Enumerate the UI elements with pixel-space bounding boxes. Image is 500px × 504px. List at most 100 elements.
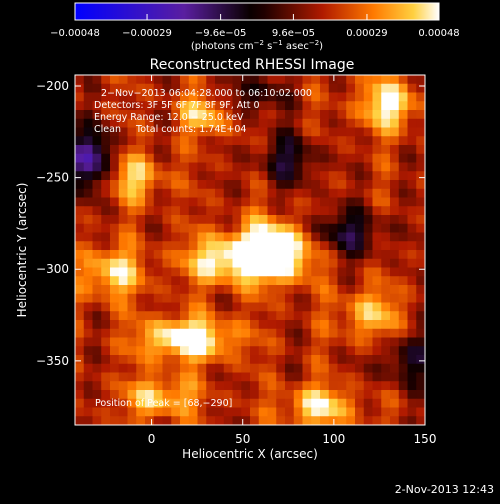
y-tick-label: −350 — [36, 354, 69, 368]
heatmap-cell — [416, 101, 426, 111]
heatmap-cell — [258, 311, 268, 321]
heatmap-cell — [267, 101, 277, 111]
heatmap-cell — [407, 355, 417, 365]
heatmap-cell — [197, 320, 207, 330]
heatmap-cell — [171, 320, 181, 330]
heatmap-cell — [83, 285, 93, 295]
heatmap-cell — [372, 302, 382, 312]
heatmap-cell — [171, 153, 181, 163]
heatmap-cell — [232, 232, 242, 242]
heatmap-cell — [293, 285, 303, 295]
heatmap-cell — [232, 372, 242, 382]
heatmap-cell — [145, 381, 155, 391]
heatmap-cell — [162, 153, 172, 163]
heatmap-cell — [302, 153, 312, 163]
heatmap-cell — [320, 232, 330, 242]
heatmap-cell — [241, 75, 251, 85]
heatmap-cell — [232, 346, 242, 356]
heatmap-cell — [407, 328, 417, 338]
heatmap-cell — [197, 188, 207, 198]
heatmap-cell — [363, 355, 373, 365]
heatmap-cell — [250, 267, 260, 277]
heatmap-cell — [328, 171, 338, 181]
heatmap-cell — [215, 188, 225, 198]
heatmap-cell — [276, 372, 286, 382]
heatmap-cell — [320, 127, 330, 137]
heatmap-cell — [171, 267, 181, 277]
heatmap-cell — [311, 241, 321, 251]
heatmap-cell — [83, 381, 93, 391]
heatmap-cell — [337, 136, 347, 146]
heatmap-cell — [223, 276, 233, 286]
heatmap-cell — [416, 416, 426, 426]
heatmap-cell — [75, 206, 85, 216]
heatmap-cell — [346, 328, 356, 338]
heatmap-cell — [206, 407, 216, 417]
heatmap-cell — [136, 180, 146, 190]
heatmap-cell — [267, 118, 277, 128]
heatmap-cell — [118, 250, 128, 260]
heatmap-cell — [276, 92, 286, 102]
heatmap-cell — [75, 302, 85, 312]
heatmap-cell — [110, 110, 120, 120]
heatmap-cell — [75, 267, 85, 277]
heatmap-cell — [75, 197, 85, 207]
heatmap-cell — [83, 92, 93, 102]
heatmap-cell — [337, 416, 347, 426]
heatmap-cell — [162, 92, 172, 102]
heatmap-cell — [215, 285, 225, 295]
heatmap-cell — [92, 206, 102, 216]
heatmap-cell — [407, 232, 417, 242]
heatmap-cell — [398, 92, 408, 102]
heatmap-cell — [223, 355, 233, 365]
heatmap-cell — [171, 180, 181, 190]
heatmap-cell — [232, 153, 242, 163]
heatmap-cell — [311, 127, 321, 137]
heatmap-cell — [127, 215, 137, 225]
heatmap-cell — [162, 232, 172, 242]
heatmap-cell — [285, 398, 295, 408]
heatmap-cell — [145, 92, 155, 102]
heatmap-cell — [180, 293, 190, 303]
heatmap-cell — [180, 232, 190, 242]
heatmap-cell — [162, 293, 172, 303]
heatmap-cell — [328, 390, 338, 400]
heatmap-cell — [381, 188, 391, 198]
heatmap-cell — [276, 285, 286, 295]
heatmap-cell — [83, 206, 93, 216]
heatmap-cell — [398, 390, 408, 400]
heatmap-cell — [250, 75, 260, 85]
heatmap-cell — [328, 101, 338, 111]
heatmap-cell — [241, 250, 251, 260]
heatmap-cell — [118, 162, 128, 172]
heatmap-cell — [337, 118, 347, 128]
heatmap-cell — [162, 110, 172, 120]
heatmap-cell — [127, 398, 137, 408]
heatmap-cell — [188, 127, 198, 137]
heatmap-cell — [232, 92, 242, 102]
heatmap-cell — [136, 241, 146, 251]
heatmap-cell — [206, 250, 216, 260]
heatmap-cell — [258, 346, 268, 356]
heatmap-cell — [188, 206, 198, 216]
heatmap-cell — [197, 302, 207, 312]
heatmap-cell — [267, 363, 277, 373]
heatmap-cell — [258, 267, 268, 277]
heatmap-cell — [110, 258, 120, 268]
heatmap-cell — [267, 355, 277, 365]
heatmap-cell — [92, 320, 102, 330]
heatmap-cell — [416, 206, 426, 216]
heatmap-cell — [136, 267, 146, 277]
heatmap-cell — [250, 197, 260, 207]
heatmap-cell — [75, 276, 85, 286]
heatmap-cell — [127, 311, 137, 321]
heatmap-cell — [363, 372, 373, 382]
heatmap-cell — [328, 285, 338, 295]
heatmap-cell — [250, 118, 260, 128]
heatmap-cell — [92, 101, 102, 111]
heatmap-cell — [390, 118, 400, 128]
heatmap-cell — [398, 101, 408, 111]
heatmap-cell — [162, 83, 172, 93]
heatmap-cell — [180, 363, 190, 373]
heatmap-cell — [258, 145, 268, 155]
